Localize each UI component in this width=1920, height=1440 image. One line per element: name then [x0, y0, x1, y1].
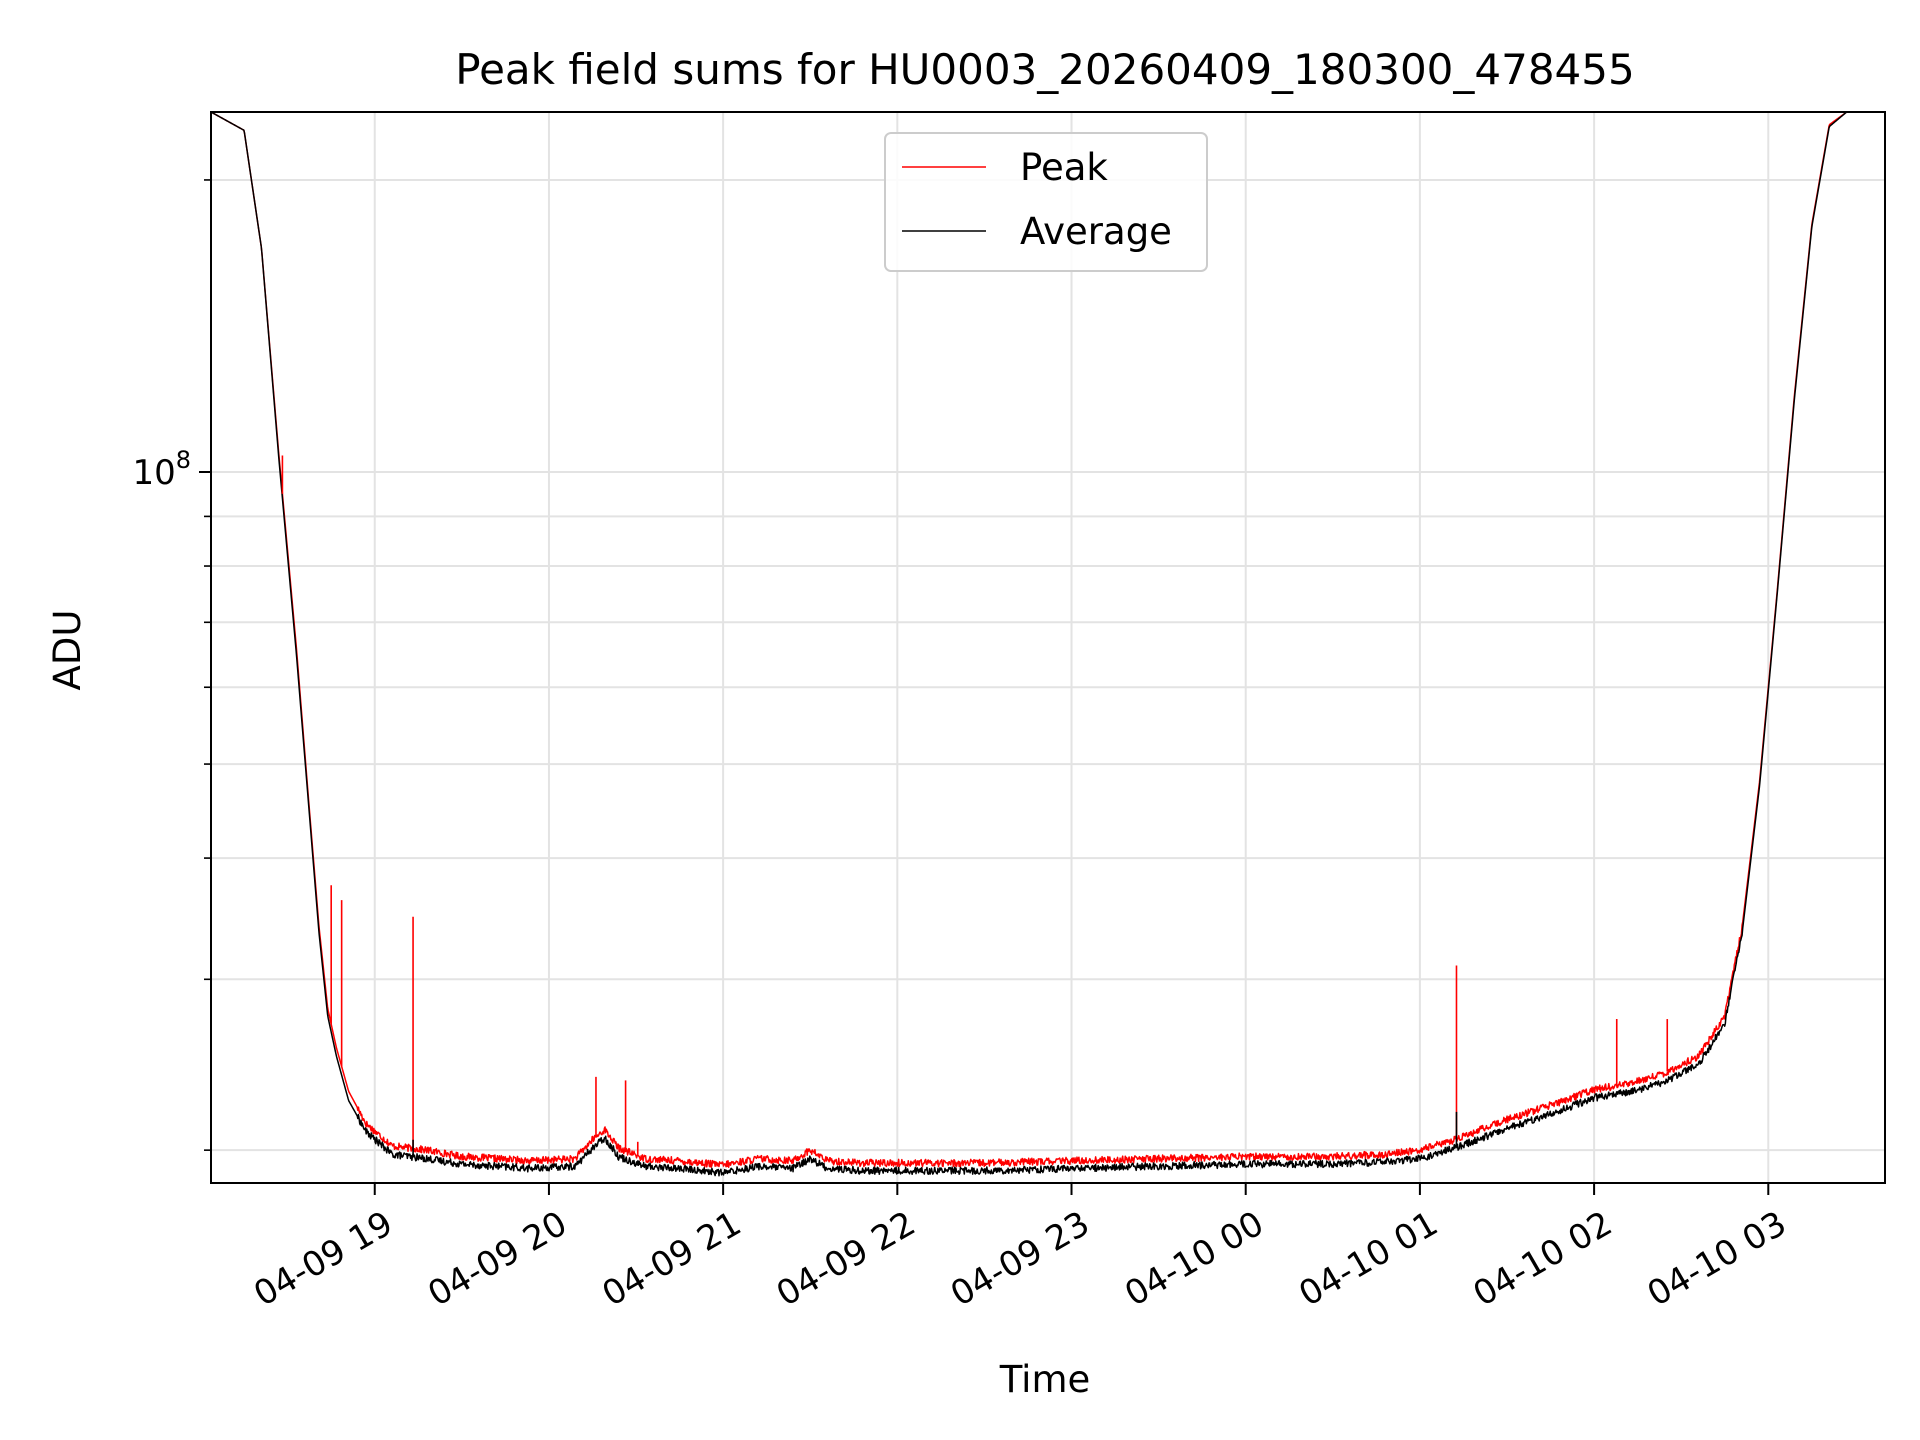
series-line-peak — [210, 111, 1886, 1169]
legend-label-peak: Peak — [1020, 146, 1108, 189]
plot-frame — [210, 111, 1886, 1184]
plot-lines — [210, 111, 1886, 1177]
chart-title: Peak field sums for HU0003_20260409_1803… — [455, 45, 1634, 94]
legend-label-average: Average — [1020, 210, 1172, 253]
x-axis-label: Time — [999, 1358, 1091, 1401]
legend: Peak Average — [884, 132, 1208, 272]
y-axis-label: ADU — [46, 610, 89, 691]
series-line-average — [210, 111, 1886, 1177]
y-tick-label: 108 — [132, 446, 191, 493]
grid — [211, 112, 1885, 1183]
